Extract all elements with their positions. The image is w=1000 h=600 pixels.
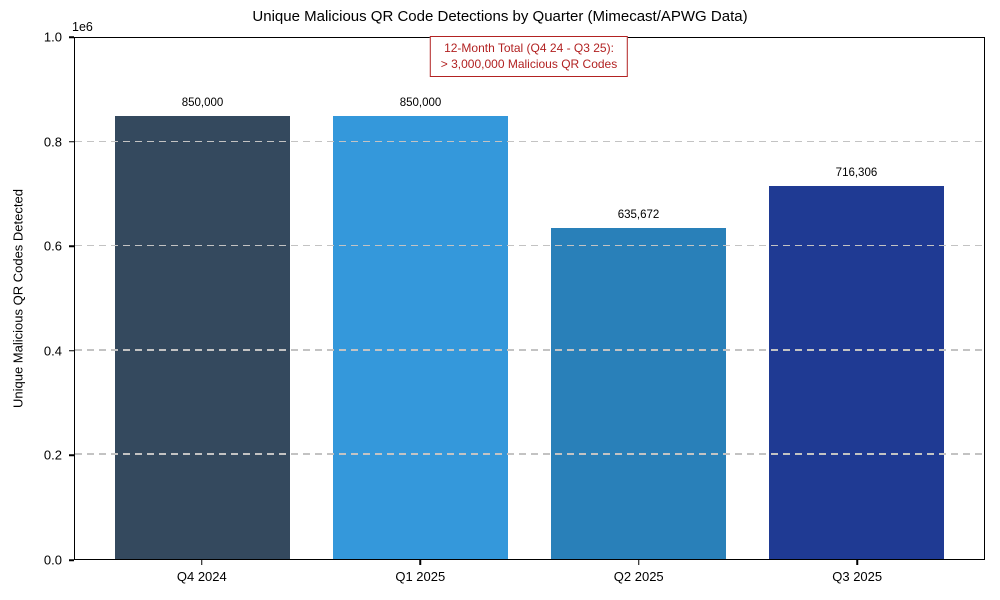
chart-title: Unique Malicious QR Code Detections by Q…	[252, 8, 748, 25]
x-tick-label: Q2 2025	[613, 569, 664, 584]
x-tick-label: Q1 2025	[395, 569, 446, 584]
x-tick-mark	[419, 560, 422, 565]
y-tick-label: 0.0	[43, 552, 62, 568]
y-tick-label: 0.8	[43, 134, 62, 150]
y-tick-mark	[69, 350, 74, 352]
bar-value-label: 850,000	[399, 97, 442, 110]
y-tick-label: 0.4	[43, 343, 62, 359]
x-tick-label: Q4 2024	[176, 569, 227, 584]
y-tick-mark	[69, 245, 74, 247]
annotation-line-2: > 3,000,000 Malicious QR Codes	[440, 57, 618, 72]
x-tick-mark	[856, 560, 858, 565]
bar-q4-2024	[115, 116, 290, 559]
bar-value-label: 635,672	[617, 208, 660, 221]
bars-layer: 850,000 850,000 635,672 716,306	[75, 38, 984, 559]
y-tick-mark	[69, 140, 74, 143]
x-tick-label: Q3 2025	[832, 569, 883, 584]
annotation-line-1: 12-Month Total (Q4 24 - Q3 25):	[444, 41, 614, 55]
bar-value-label: 716,306	[835, 166, 878, 179]
y-tick-mark	[69, 454, 74, 457]
y-axis-offset-label: 1e6	[72, 20, 93, 34]
bar-q3-2025	[769, 185, 944, 559]
y-tick-label: 0.6	[43, 238, 62, 254]
x-tick-mark	[201, 560, 203, 565]
bar-q2-2025	[551, 227, 726, 559]
bar-q1-2025	[333, 116, 508, 559]
y-tick-mark	[69, 559, 74, 561]
annotation-box: 12-Month Total (Q4 24 - Q3 25): > 3,000,…	[429, 36, 629, 78]
plot-area: 850,000 850,000 635,672 716,306	[74, 37, 985, 560]
y-axis-ticks: 0.0 0.2 0.4 0.6 0.8 1.0	[0, 30, 74, 568]
x-axis-ticks: Q4 2024 Q1 2025 Q2 2025 Q3 2025	[74, 560, 985, 590]
bar-value-label: 850,000	[181, 97, 224, 110]
y-tick-label: 1.0	[43, 29, 62, 45]
y-tick-label: 0.2	[43, 447, 62, 463]
y-tick-mark	[69, 36, 74, 38]
x-tick-mark	[637, 560, 640, 565]
